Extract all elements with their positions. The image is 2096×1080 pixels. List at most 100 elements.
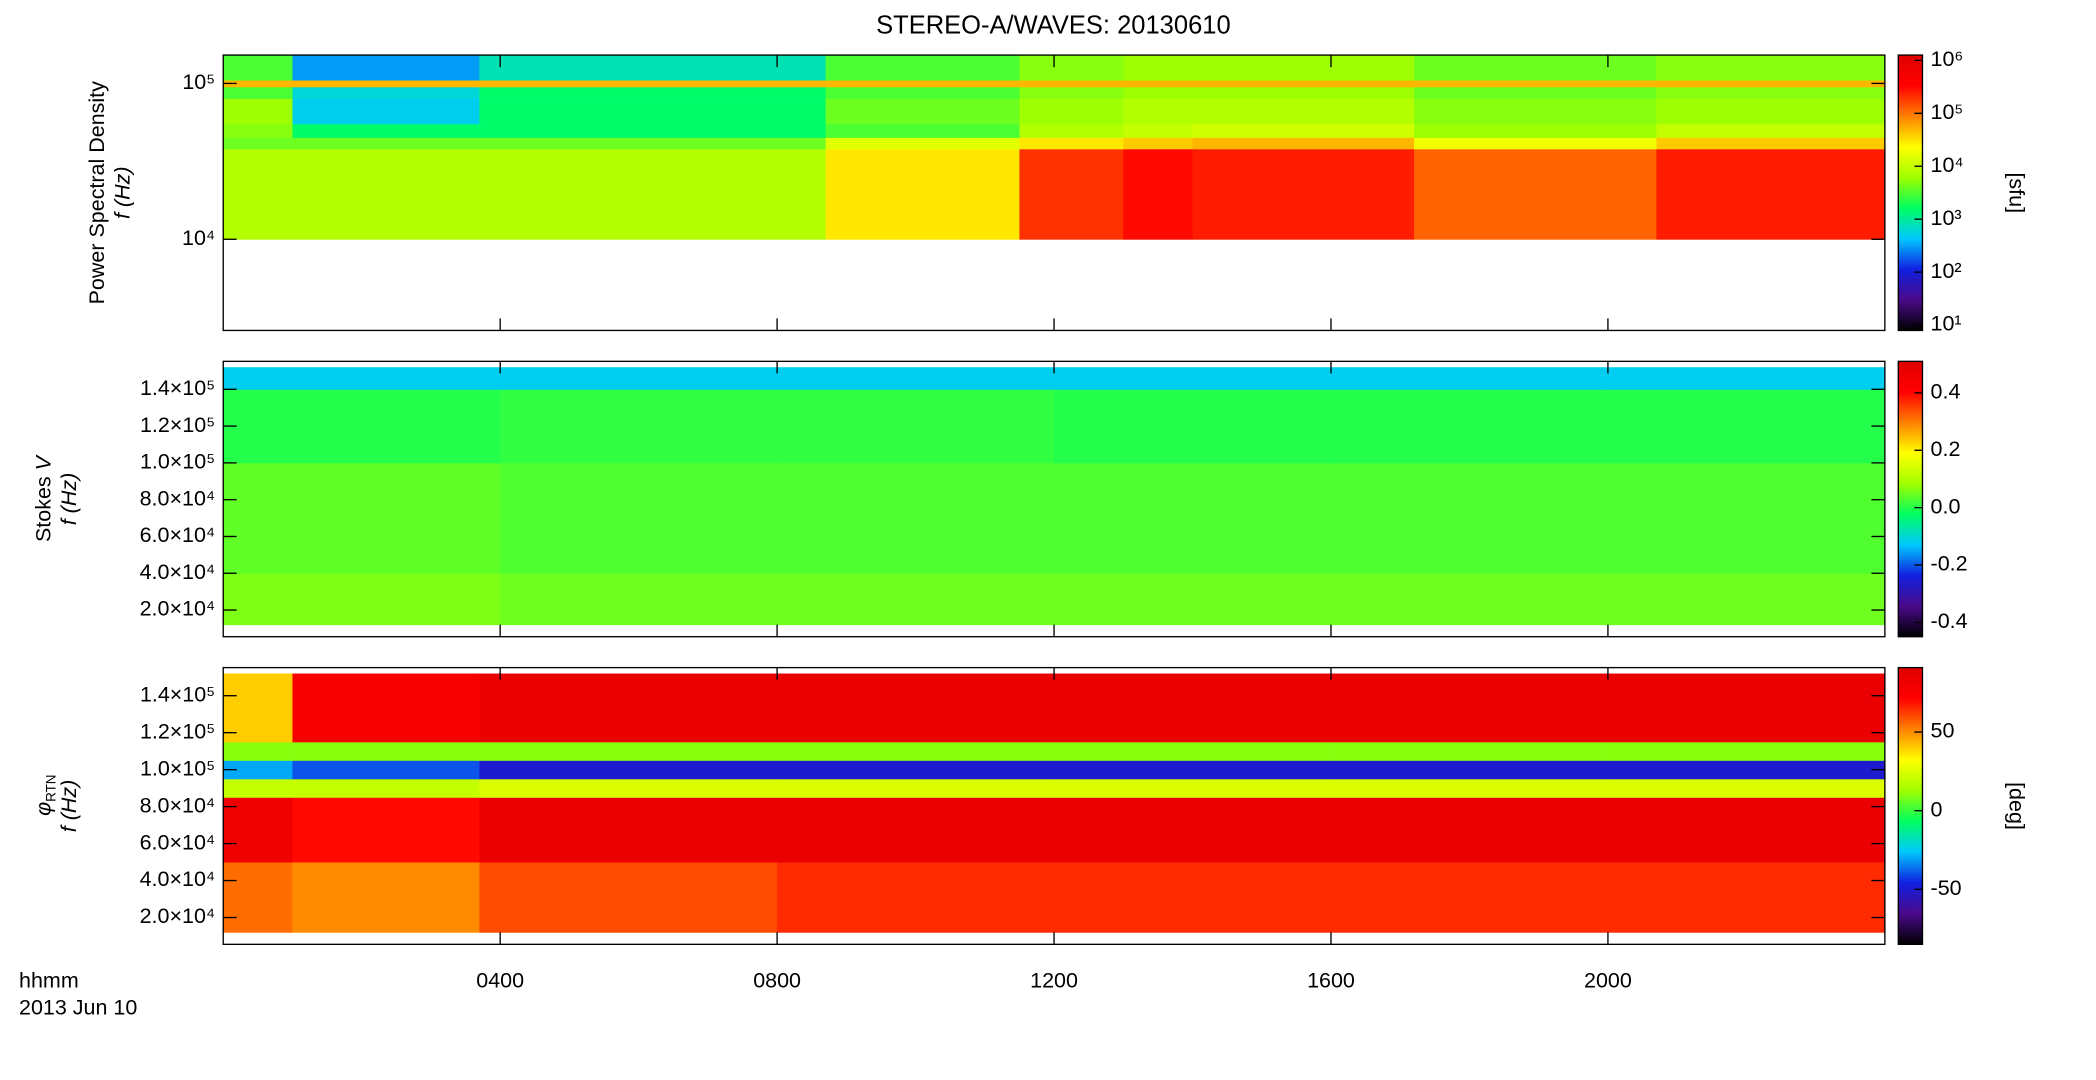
heatmap-cell	[1656, 123, 1886, 138]
colorbar-tick-label: 10¹	[1931, 312, 1962, 336]
x-tick-label: 1200	[1030, 969, 1078, 993]
y-tick-label: 6.0×10⁴	[140, 830, 216, 854]
y-tick-label: 1.4×10⁵	[140, 376, 215, 400]
heatmap-cell	[1607, 462, 1886, 574]
colorbar-tick-label: 10⁶	[1931, 47, 1964, 71]
heatmap-cell	[1607, 760, 1886, 780]
heatmap-cell	[223, 389, 501, 464]
heatmap-cell	[1330, 797, 1609, 863]
heatmap-cell	[777, 389, 1055, 464]
x-label: hhmm	[19, 969, 79, 993]
heatmap-cell	[223, 573, 501, 626]
heatmap-cell	[1019, 148, 1124, 240]
y-tick-label: 8.0×10⁴	[140, 793, 216, 817]
heatmap-cell	[1192, 55, 1415, 81]
heatmap-cell	[479, 673, 778, 743]
heatmap-cell	[1192, 80, 1415, 88]
heatmap-cell	[1414, 137, 1658, 150]
heatmap-cell	[1414, 80, 1658, 88]
heatmap-cell	[1607, 389, 1886, 464]
heatmap-cell	[292, 55, 481, 81]
heatmap-cell	[777, 462, 1055, 574]
colorbar-tick-label: 0.0	[1931, 494, 1961, 518]
colorbar-tick-label: -0.2	[1931, 552, 1968, 576]
heatmap-cell	[1607, 741, 1886, 761]
heatmap-cell	[777, 778, 1055, 798]
heatmap-cell	[500, 389, 778, 464]
colorbar-tick-label: 0.4	[1931, 380, 1961, 404]
heatmap-cell	[223, 148, 294, 240]
heatmap-cell	[1607, 862, 1886, 933]
y-label: Power Spectral Density	[85, 81, 109, 305]
heatmap-cell	[223, 462, 501, 574]
heatmap-cell	[1123, 55, 1194, 81]
heatmap-cell	[500, 367, 778, 390]
heatmap-cell	[479, 760, 778, 780]
heatmap-cell	[479, 86, 827, 99]
heatmap-cell	[777, 760, 1055, 780]
heatmap-cell	[223, 123, 294, 138]
heatmap-cell	[1656, 98, 1886, 125]
colorbar-tick-label: -0.4	[1931, 609, 1968, 633]
heatmap-cell	[1054, 673, 1332, 743]
y-tick-label: 1.4×10⁵	[140, 682, 215, 706]
y-label: Stokes V	[31, 454, 55, 542]
heatmap-cell	[1123, 137, 1194, 150]
heatmap-cell	[1607, 778, 1886, 798]
y-tick-label: 1.0×10⁵	[140, 756, 215, 780]
heatmap-cell	[1414, 55, 1658, 81]
colorbar	[1897, 360, 1924, 638]
heatmap-cell	[1330, 760, 1609, 780]
colorbar-label: [deg]	[2004, 782, 2028, 830]
heatmap-cell	[1656, 55, 1886, 81]
heatmap-cell	[1330, 673, 1609, 743]
y-tick-label: 4.0×10⁴	[140, 560, 216, 584]
x-tick-label: 0400	[476, 969, 524, 993]
heatmap-cell	[292, 137, 481, 150]
y-label-symbol: φ	[31, 802, 55, 816]
heatmap-cell	[777, 797, 1055, 863]
colorbar-tick-label: 10³	[1931, 206, 1962, 230]
heatmap-cell	[1192, 137, 1415, 150]
heatmap-cell	[1019, 55, 1124, 81]
x-tick-label: 2000	[1584, 969, 1632, 993]
y-label-sub: RTN	[43, 775, 58, 802]
heatmap-cell	[1192, 123, 1415, 138]
x-tick-label: 1600	[1307, 969, 1355, 993]
y-label: φRTN	[31, 775, 58, 816]
x-label: 2013 Jun 10	[19, 995, 137, 1019]
heatmap-cell	[1054, 862, 1332, 933]
heatmap-cell	[1607, 573, 1886, 626]
colorbar	[1897, 54, 1924, 332]
heatmap-cell	[1123, 80, 1194, 88]
heatmap-cell	[1054, 760, 1332, 780]
y-tick-label: 4.0×10⁴	[140, 867, 216, 891]
heatmap-cell	[223, 98, 294, 125]
heatmap-cell	[292, 98, 481, 125]
heatmap-cell	[479, 862, 778, 933]
heatmap-cell	[1607, 673, 1886, 743]
heatmap-cell	[479, 98, 827, 125]
heatmap-cell	[1330, 741, 1609, 761]
heatmap-cell	[292, 797, 481, 863]
heatmap-cell	[223, 673, 294, 743]
heatmap-cell	[1054, 367, 1332, 390]
heatmap-cell	[1192, 86, 1415, 99]
heatmap-cell	[1019, 123, 1124, 138]
heatmap-cell	[1330, 367, 1609, 390]
heatmap-cell	[223, 778, 294, 798]
heatmap-cell	[292, 673, 481, 743]
heatmap-cell	[223, 797, 294, 863]
heatmap-cell	[292, 760, 481, 780]
heatmap-cell	[500, 462, 778, 574]
y-tick-label: 10⁵	[182, 70, 215, 94]
heatmap-cell	[292, 148, 481, 240]
colorbar-tick-label: 50	[1931, 719, 1955, 743]
heatmap-cell	[1330, 862, 1609, 933]
colorbar-tick-label: 10⁴	[1931, 153, 1964, 177]
heatmap-cell	[1054, 389, 1332, 464]
heatmap-cell	[1414, 98, 1658, 125]
y-tick-label: 6.0×10⁴	[140, 523, 216, 547]
